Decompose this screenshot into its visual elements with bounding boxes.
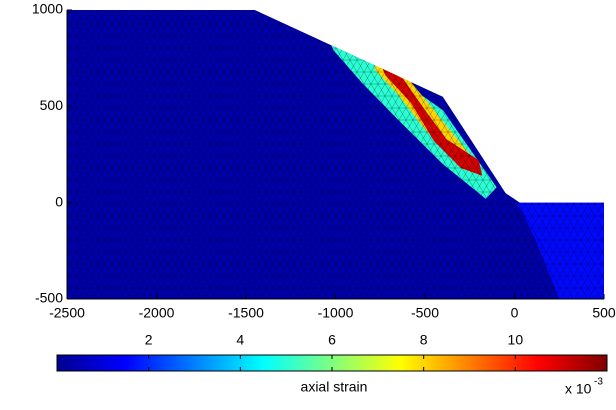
x-tick-label: -1000 (318, 305, 354, 321)
colorbar-tick-label: 4 (236, 332, 244, 348)
y-tick-label: 1000 (32, 1, 63, 17)
colorbar-label: axial strain (301, 379, 368, 395)
colorbar-tick-label: 8 (420, 332, 428, 348)
x-tick-label: 500 (592, 305, 616, 321)
colorbar-tick-label: 10 (508, 332, 524, 348)
plot-area (67, 10, 604, 299)
x-tick-label: 0 (511, 305, 519, 321)
colorbar-tick-label: 6 (328, 332, 336, 348)
colorbar-exponent-label: x 10 (565, 381, 592, 397)
y-tick-label: 500 (40, 97, 64, 113)
x-tick-label: -2500 (49, 305, 85, 321)
x-tick-label: -2000 (139, 305, 175, 321)
y-tick-label: -500 (35, 290, 63, 306)
colorbar-exponent: -3 (594, 377, 603, 388)
x-tick-label: -500 (411, 305, 439, 321)
mesh-lines (67, 10, 604, 299)
x-tick-label: -1500 (228, 305, 264, 321)
y-tick-label: 0 (55, 193, 63, 209)
colorbar-tick-label: 2 (145, 332, 153, 348)
